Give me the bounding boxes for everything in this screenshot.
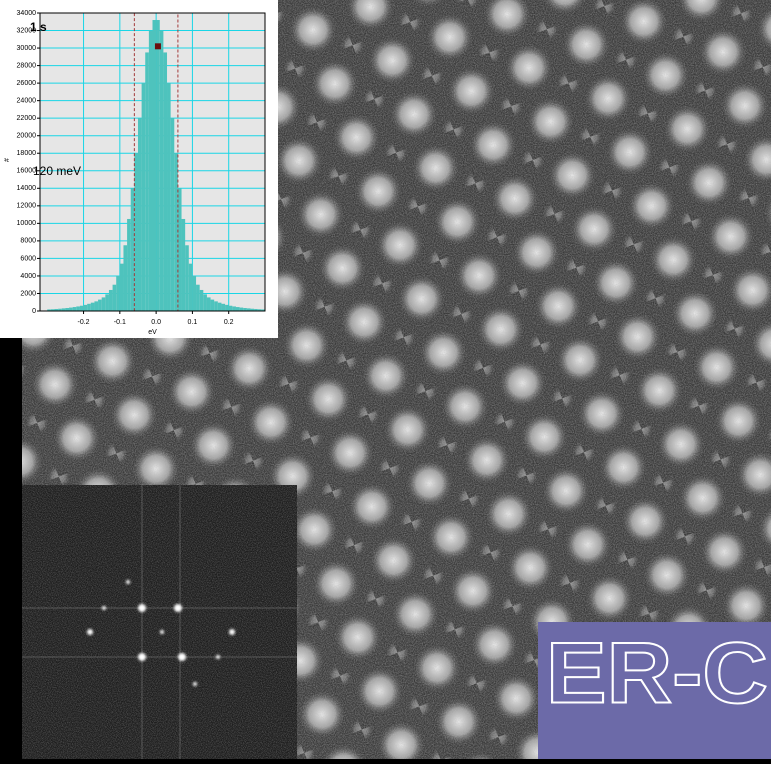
bar xyxy=(80,306,84,311)
y-tick-label: 22000 xyxy=(17,115,37,122)
bar xyxy=(142,83,146,311)
y-tick-label: 6000 xyxy=(20,255,36,262)
bar xyxy=(145,52,149,311)
bar xyxy=(232,306,236,311)
y-tick-label: 4000 xyxy=(20,273,36,280)
bar xyxy=(94,301,98,311)
bar xyxy=(105,294,109,311)
bar xyxy=(225,305,229,311)
y-tick-label: 0 xyxy=(32,308,36,315)
bar xyxy=(236,307,240,311)
bar xyxy=(134,153,138,311)
y-tick-label: 8000 xyxy=(20,238,36,245)
bar xyxy=(196,285,200,311)
bar xyxy=(174,153,178,311)
y-tick-label: 26000 xyxy=(17,80,37,87)
fft-inset xyxy=(22,485,297,759)
annotation: 120 meV xyxy=(33,164,81,178)
bar xyxy=(240,308,244,311)
peak-marker xyxy=(155,43,161,49)
bar xyxy=(189,264,193,311)
y-tick-label: 10000 xyxy=(17,220,37,227)
bar xyxy=(153,20,157,311)
bar xyxy=(69,308,73,311)
bar xyxy=(131,188,135,311)
logo-text: ER-C xyxy=(546,626,768,722)
x-axis-label: eV xyxy=(148,329,157,336)
bar xyxy=(192,276,196,311)
bar xyxy=(200,290,204,311)
bar xyxy=(218,303,222,311)
logo: ER-C xyxy=(538,622,771,759)
bar xyxy=(149,31,153,311)
y-tick-label: 28000 xyxy=(17,62,37,69)
y-tick-label: 2000 xyxy=(20,290,36,297)
y-tick-label: 12000 xyxy=(17,203,37,210)
bar xyxy=(207,297,211,311)
bar xyxy=(182,219,186,311)
bar xyxy=(138,118,142,311)
histogram-inset: 0200040006000800010000120001400016000180… xyxy=(0,0,278,338)
bar xyxy=(221,304,225,311)
y-tick-label: 30000 xyxy=(17,45,37,52)
bar xyxy=(211,300,215,311)
bar xyxy=(214,301,218,311)
bar xyxy=(109,290,113,311)
fft-noise xyxy=(22,485,297,759)
x-tick-label: 0.1 xyxy=(188,319,198,326)
y-tick-label: 20000 xyxy=(17,133,37,140)
bar xyxy=(113,285,117,311)
bar xyxy=(116,276,120,311)
bar xyxy=(167,83,171,311)
bar xyxy=(84,305,88,311)
y-tick-label: 24000 xyxy=(17,97,37,104)
micrograph-view: ER-C 02000400060008000100001200014000160… xyxy=(0,0,771,759)
y-tick-label: 34000 xyxy=(17,10,37,17)
bar xyxy=(178,188,182,311)
x-tick-label: -0.2 xyxy=(78,319,90,326)
bar xyxy=(91,303,95,311)
bar xyxy=(185,245,189,311)
bar xyxy=(156,20,160,311)
bar xyxy=(229,306,233,311)
bar xyxy=(120,264,124,311)
y-tick-label: 18000 xyxy=(17,150,37,157)
bar xyxy=(160,31,164,311)
bar xyxy=(123,245,127,311)
bar xyxy=(87,304,91,311)
annotation: 1 s xyxy=(30,20,47,34)
bar xyxy=(127,219,131,311)
bar xyxy=(98,300,102,311)
bar xyxy=(76,306,80,311)
x-tick-label: -0.1 xyxy=(114,319,126,326)
bar xyxy=(73,307,77,311)
bar xyxy=(102,297,106,311)
y-axis-label: # xyxy=(4,158,11,162)
x-tick-label: 0.2 xyxy=(224,319,234,326)
bar xyxy=(163,52,167,311)
x-tick-label: 0.0 xyxy=(151,319,161,326)
y-tick-label: 14000 xyxy=(17,185,37,192)
bar xyxy=(171,118,175,311)
bar xyxy=(203,294,207,311)
